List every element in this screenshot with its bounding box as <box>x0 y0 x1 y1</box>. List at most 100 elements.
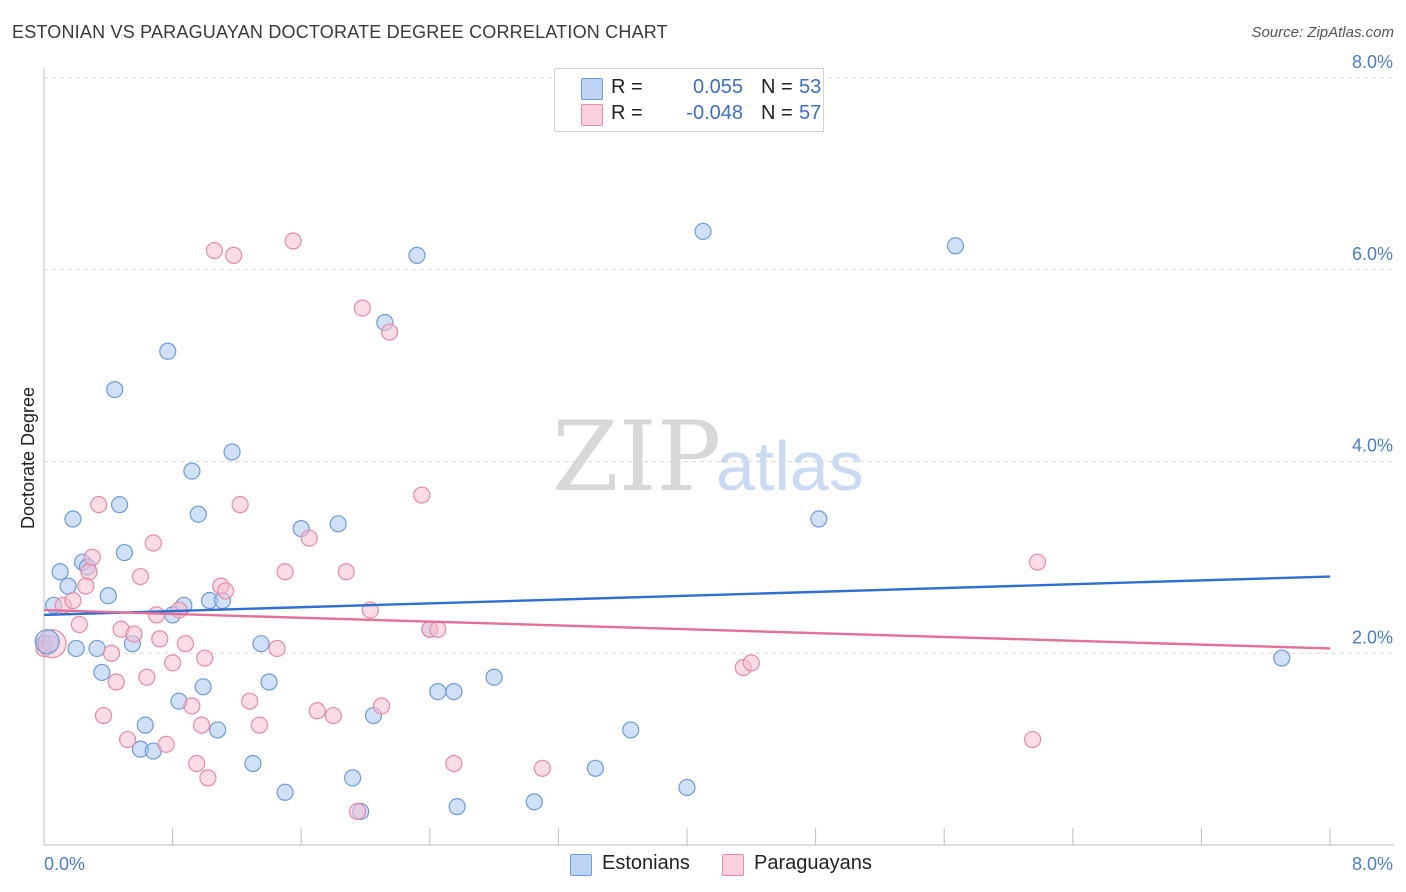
y-tick-label: 4.0% <box>1352 436 1393 456</box>
estonian-point <box>183 462 201 480</box>
paraguayan-point <box>445 754 463 773</box>
paraguayan-point <box>80 563 98 581</box>
estonian-point <box>93 663 111 682</box>
estonian-point <box>209 721 227 739</box>
y-tick-label: 6.0% <box>1352 244 1393 264</box>
paraguayan-point <box>250 716 269 734</box>
paraguayan-point <box>231 496 249 514</box>
paraguayan-point <box>337 563 355 581</box>
series-legend: Estonians Paraguayans <box>0 852 1406 878</box>
paraguayan-point <box>37 629 67 659</box>
y-tick-label: 2.0% <box>1352 627 1393 647</box>
estonian-point <box>525 793 543 811</box>
legend-n-value: 53 <box>799 76 822 98</box>
series-paraguayans <box>35 232 1047 821</box>
paraguayan-point <box>413 486 431 504</box>
paraguayan-point <box>742 654 760 672</box>
paraguayan-point <box>268 639 286 658</box>
paraguayan-point <box>90 496 108 514</box>
estonian-point <box>67 639 85 658</box>
grid-layer <box>44 77 1394 654</box>
paraguayan-point <box>94 706 113 725</box>
paraguayan-point <box>125 625 143 643</box>
points-layer <box>34 222 1291 821</box>
paraguayan-point <box>118 730 137 749</box>
estonian-point <box>344 769 362 787</box>
estonian-point <box>429 682 447 701</box>
paraguayan-point <box>157 735 175 753</box>
paraguayan-point <box>77 577 95 595</box>
paraguayan-point <box>1028 553 1047 571</box>
paraguayan-point <box>192 716 211 734</box>
estonian-point <box>622 721 640 739</box>
paraguayan-point <box>353 299 371 317</box>
paraguayan-point <box>533 759 551 777</box>
paraguayan-point <box>83 548 101 566</box>
trend-layer <box>43 575 1331 650</box>
paraguayan-point <box>70 615 88 634</box>
legend-label-paraguayans: Paraguayans <box>754 852 872 874</box>
estonian-point <box>106 380 124 399</box>
estonian-point <box>110 496 129 514</box>
paraguayan-point <box>381 323 399 341</box>
paraguayan-point <box>217 582 235 600</box>
estonian-point <box>329 515 347 533</box>
paraguayan-point <box>429 620 447 638</box>
paraguayan-point <box>107 673 125 691</box>
legend-swatch-blue <box>570 854 592 876</box>
paraguayan-point <box>176 635 195 653</box>
paraguayan-point <box>348 802 367 821</box>
legend-label-estonians: Estonians <box>602 852 690 874</box>
x-tick-label: 0.0% <box>44 854 85 874</box>
trend-line-paraguayans <box>43 608 1331 650</box>
paraguayan-point <box>199 769 217 787</box>
estonian-point <box>810 510 828 528</box>
chart-title: ESTONIAN VS PARAGUAYAN DOCTORATE DEGREE … <box>12 22 668 42</box>
paraguayan-point <box>138 668 156 686</box>
estonian-point <box>244 754 262 773</box>
paraguayan-point <box>144 534 162 552</box>
estonian-point <box>88 639 106 658</box>
estonian-point <box>586 759 604 777</box>
estonian-point <box>485 668 503 686</box>
legend-n-label: N = <box>761 76 793 98</box>
legend-swatch-pink <box>581 104 603 126</box>
paraguayan-point <box>147 606 166 624</box>
legend-n-label: N = <box>761 102 793 124</box>
estonian-point <box>64 510 82 528</box>
watermark: ZIP atlas <box>552 401 864 513</box>
estonian-point <box>223 443 241 461</box>
estonian-point <box>448 798 466 816</box>
paraguayan-point <box>102 644 121 662</box>
legend-r-label: R = <box>611 76 643 98</box>
stats-legend: R = 0.055 N = 53 R = -0.048 N = 57 <box>554 68 824 132</box>
estonian-point <box>59 577 77 595</box>
estonian-point <box>678 778 696 797</box>
estonian-point <box>694 222 712 240</box>
legend-r-value: -0.048 <box>686 102 743 124</box>
paraguayan-point <box>183 697 201 715</box>
trend-line-estonians <box>43 575 1331 617</box>
paraguayan-point <box>284 232 302 250</box>
paraguayan-point <box>241 692 259 710</box>
series-estonians <box>35 222 1291 821</box>
legend-swatch-pink <box>722 854 744 876</box>
legend-r-label: R = <box>611 102 643 124</box>
estonian-point <box>194 678 212 696</box>
paraguayan-point <box>308 702 326 720</box>
estonian-point <box>136 716 154 734</box>
estonian-point <box>189 505 207 523</box>
legend-swatch-blue <box>581 78 603 100</box>
estonian-point <box>946 237 965 255</box>
estonian-point <box>445 682 463 701</box>
estonian-point <box>252 635 270 653</box>
y-tick-label: 8.0% <box>1352 52 1393 72</box>
estonian-point <box>260 673 278 691</box>
paraguayan-point <box>151 630 169 648</box>
x-tick-label: 8.0% <box>1352 854 1393 874</box>
estonian-point <box>408 246 426 264</box>
axes-layer: 2.0% 4.0% 6.0% 8.0% 0.0% 8.0% <box>43 52 1394 874</box>
watermark-zip: ZIP <box>552 401 721 513</box>
estonian-point <box>51 563 69 581</box>
